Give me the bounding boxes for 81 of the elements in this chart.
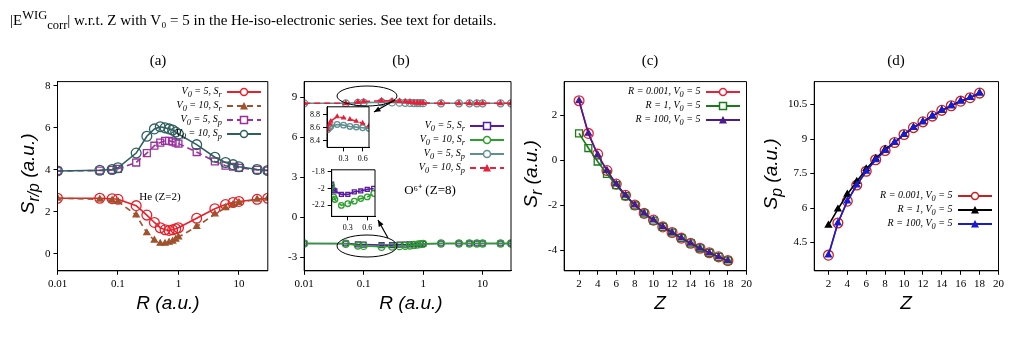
- legend-label: R = 0.001, V$_{0}$ = 5: [880, 189, 953, 204]
- x-axis-title: R (a.u.): [135, 292, 201, 314]
- x-tick-label: 1: [420, 277, 426, 290]
- x-tick-label: 0.3: [342, 223, 353, 233]
- x-tick-label: 10: [477, 277, 489, 290]
- x-tick-label: 2: [576, 277, 582, 290]
- legend-label: V$_{0}$ = 5, S$_{p}$: [423, 147, 465, 162]
- x-axis-title: Z: [653, 292, 668, 314]
- annotation: O⁶⁺ (Z=8): [404, 182, 456, 197]
- legend-label: V$_{0}$ = 5, S$_{r}$: [424, 119, 465, 134]
- legend-label: V$_{0}$ = 5, S$_{r}$: [181, 85, 222, 100]
- y-tick-label: 10.5: [788, 97, 808, 110]
- annotation: He (Z=2): [139, 190, 181, 202]
- legend-label: R = 1, V$_{0}$ = 5: [645, 99, 701, 114]
- x-tick-label: 4: [594, 277, 601, 290]
- x-tick-label: 0.01: [294, 277, 314, 290]
- y-tick-label: 8: [45, 78, 51, 91]
- y-tick-label: -4: [547, 243, 558, 256]
- legend-label: R = 100, V$_{0}$ = 5: [635, 113, 701, 128]
- chart-title: (d): [886, 52, 906, 69]
- x-tick-label: 20: [741, 277, 753, 290]
- y-tick-label: 8.4: [310, 135, 320, 145]
- legend-label: V$_{0}$ = 10, S$_{r}$: [176, 99, 222, 114]
- x-tick-label: 1: [175, 277, 182, 290]
- legend-label: V$_{0}$ = 5, S$_{p}$: [180, 113, 222, 128]
- chart-title: (a): [148, 52, 168, 69]
- x-tick-label: 8: [882, 277, 889, 290]
- x-tick-label: 14: [936, 277, 948, 290]
- y-tick-label: 9: [291, 90, 298, 103]
- y-tick-label: 0: [291, 210, 298, 223]
- y-tick-label: 8.6: [310, 122, 320, 132]
- x-tick-label: 0.1: [111, 277, 125, 290]
- y-tick-label: -2: [547, 198, 558, 211]
- y-tick-label: 6: [801, 200, 808, 213]
- x-tick-label: 0.3: [338, 154, 349, 164]
- y-tick-label: 0: [551, 153, 558, 166]
- chart-title: (c): [640, 52, 660, 69]
- x-tick-label: 20: [993, 277, 1005, 290]
- x-tick-label: 2: [825, 277, 832, 290]
- y-tick-label: -2: [317, 183, 325, 193]
- x-tick-label: 16: [703, 277, 716, 290]
- x-tick-label: 8: [632, 277, 639, 290]
- legend-label: V$_{0}$ = 10, S$_{p}$: [418, 161, 465, 176]
- y-tick-label: 2: [551, 108, 558, 121]
- y-tick-label: 6: [291, 130, 298, 143]
- legend-label: R = 0.001, V$_{0}$ = 5: [628, 85, 701, 100]
- y-tick-label: 4: [45, 162, 51, 175]
- x-axis-title: R (a.u.): [378, 292, 444, 314]
- x-tick-label: 18: [974, 277, 986, 290]
- x-tick-label: 10: [233, 277, 245, 290]
- y-tick-label: 0: [45, 246, 51, 259]
- x-tick-label: 10: [647, 277, 660, 290]
- x-tick-label: 12: [917, 277, 929, 290]
- y-tick-label: 9: [801, 131, 808, 144]
- y-tick-label: -1.8: [311, 166, 325, 176]
- x-tick-label: 0.6: [357, 154, 368, 164]
- x-tick-label: 6: [613, 277, 620, 290]
- x-tick-label: 0.1: [356, 277, 371, 290]
- y-tick-label: 8.8: [310, 109, 320, 119]
- x-tick-label: 12: [666, 277, 678, 290]
- x-tick-label: 4: [844, 277, 851, 290]
- legend-label: R = 1, V$_{0}$ = 5: [897, 203, 953, 218]
- y-tick-label: 4.5: [793, 235, 808, 248]
- x-tick-label: 16: [955, 277, 967, 290]
- text: |E$^{WIG}$$_{corr}$| w.r.t. Z with V₀ = 5 in the He-iso-electronic series. See text for details.: [10, 8, 497, 32]
- x-tick-label: 14: [685, 277, 697, 290]
- y-tick-label: 3: [291, 170, 298, 183]
- x-tick-label: 10: [898, 277, 911, 290]
- x-axis-title: Z: [899, 292, 914, 314]
- chart-title: (b): [391, 52, 411, 69]
- y-tick-label: 6: [45, 120, 51, 133]
- x-tick-label: 6: [863, 277, 870, 290]
- x-tick-label: 0.6: [362, 223, 373, 233]
- y-tick-label: -3: [287, 250, 298, 263]
- y-tick-label: 2: [45, 204, 51, 217]
- legend-label: R = 100, V$_{0}$ = 5: [887, 217, 953, 232]
- legend-label: V$_{0}$ = 10, S$_{r}$: [419, 133, 465, 148]
- x-tick-label: 0.01: [47, 277, 68, 290]
- x-tick-label: 18: [722, 277, 734, 290]
- y-tick-label: 7.5: [793, 166, 808, 179]
- y-tick-label: -2.2: [311, 200, 325, 210]
